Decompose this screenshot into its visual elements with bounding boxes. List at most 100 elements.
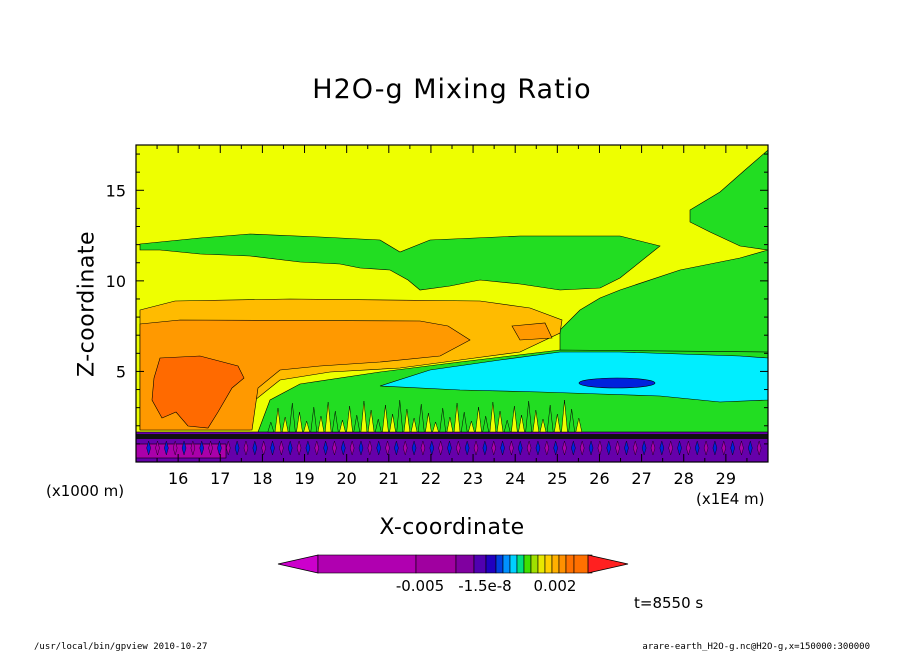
convective-finger: [360, 400, 368, 433]
convective-finger: [332, 410, 339, 433]
surface-cell: [695, 440, 700, 456]
surface-cell: [748, 440, 753, 456]
surface-cell: [491, 440, 496, 456]
field-deep-orange: [151, 355, 245, 429]
field-cyan: [379, 351, 768, 403]
surface-cell: [305, 440, 311, 456]
x-tick-label: 18: [252, 469, 272, 488]
convective-finger: [310, 406, 318, 433]
colorbar-segment: [485, 554, 497, 574]
surface-cell: [668, 440, 673, 456]
surface-cell: [411, 440, 417, 456]
x-tick-label: 23: [463, 469, 483, 488]
convective-finger: [403, 408, 411, 433]
surface-cell: [367, 440, 373, 456]
colorbar-segment: [537, 554, 546, 574]
colorbar-segment: [558, 554, 567, 574]
colorbar-segment: [317, 554, 417, 574]
surface-cell: [606, 440, 611, 456]
surface-cell: [234, 440, 240, 456]
y-axis-unit: (x1000 m): [46, 482, 125, 500]
surface-cell: [464, 440, 470, 456]
footer-left: /usr/local/bin/gpview 2010-10-27: [34, 642, 208, 652]
x-tick-label: 17: [210, 469, 230, 488]
surface-cell: [217, 440, 222, 456]
surface-cell: [270, 440, 275, 456]
colorbar-segment: [455, 554, 475, 574]
surface-cell: [641, 440, 647, 456]
time-label: t=8550 s: [634, 594, 704, 612]
colorbar-segment: [495, 554, 504, 574]
colorbar-segment: [565, 554, 575, 574]
convective-finger: [382, 404, 389, 433]
convective-finger: [346, 405, 353, 433]
surface-cell: [482, 440, 488, 456]
convective-finger: [303, 420, 310, 433]
convective-finger: [324, 401, 332, 433]
colorbar-segment: [502, 554, 511, 574]
surface-cell: [296, 440, 302, 456]
convective-finger: [417, 403, 425, 433]
surface-cell: [155, 440, 160, 456]
surface-cell: [571, 440, 576, 456]
convective-finger: [460, 411, 468, 433]
surface-cell: [252, 440, 258, 456]
surface-cell: [473, 440, 479, 456]
surface-cell: [633, 440, 638, 456]
convective-fingers: [146, 399, 762, 456]
surface-dark-band: [136, 434, 768, 439]
colorbar-segment: [509, 554, 518, 574]
colorbar-segment: [415, 554, 457, 574]
surface-cell: [739, 440, 744, 456]
y-tick-labels: 5 10 15: [106, 181, 126, 381]
chart-title: H2O-g Mixing Ratio: [312, 74, 592, 105]
surface-cell: [226, 440, 231, 456]
surface-cell: [394, 440, 399, 456]
x-tick-label: 24: [505, 469, 525, 488]
x-tick-labels: 16 17 18 19 20 21 22 23 24 25 26 27 28 29: [168, 469, 736, 488]
x-tick-label: 26: [589, 469, 609, 488]
surface-cell: [323, 440, 328, 456]
x-axis-unit: (x1E4 m): [696, 490, 765, 508]
convective-finger: [389, 413, 396, 433]
surface-cell: [500, 440, 505, 456]
colorbar: -0.005 -1.5e-8 0.002: [277, 554, 629, 595]
surface-cell: [677, 440, 682, 456]
convective-finger: [274, 407, 282, 433]
surface-cell: [172, 440, 178, 456]
x-tick-label: 29: [716, 469, 736, 488]
surface-cell: [526, 440, 532, 456]
surface-cell: [314, 440, 319, 456]
surface-cell: [287, 440, 293, 456]
convective-finger: [439, 407, 447, 433]
contour-fields: [136, 145, 768, 462]
y-tick-label: 15: [106, 181, 126, 200]
surface-cell: [553, 440, 558, 456]
colorbar-segment: [544, 554, 553, 574]
colorbar-segment: [551, 554, 560, 574]
x-tick-label: 16: [168, 469, 188, 488]
surface-cell: [456, 440, 461, 456]
convective-finger: [281, 416, 289, 433]
surface-cell: [624, 440, 629, 456]
surface-cell: [438, 440, 443, 456]
colorbar-arrow-low: [277, 554, 319, 574]
axis-ticks: [135, 145, 769, 463]
convective-finger: [539, 418, 547, 433]
y-axis-label: Z-coordinate: [74, 231, 100, 377]
convective-finger: [511, 405, 518, 433]
convective-finger: [425, 412, 432, 433]
colorbar-segment: [523, 554, 532, 574]
convective-finger: [554, 413, 561, 433]
surface-cell: [146, 440, 151, 456]
x-tick-label: 19: [294, 469, 314, 488]
surface-cell: [420, 440, 426, 456]
convective-finger: [339, 419, 346, 433]
convective-finger: [353, 414, 361, 433]
convective-finger: [489, 401, 497, 433]
surface-cell: [562, 440, 567, 456]
surface-cell: [332, 440, 337, 456]
convective-finger: [432, 421, 439, 433]
surface-cell: [181, 440, 187, 456]
surface-cell: [429, 440, 434, 456]
